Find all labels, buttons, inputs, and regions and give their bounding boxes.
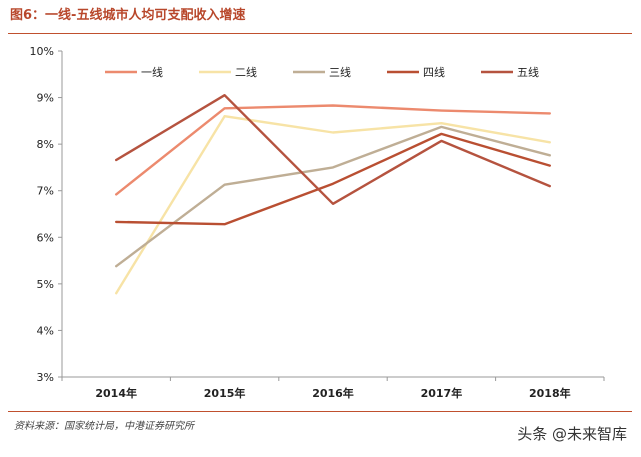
y-tick-label: 7% <box>37 185 54 198</box>
watermark: 头条 @未来智库 <box>517 425 627 443</box>
title-divider <box>8 33 632 34</box>
footer-divider <box>8 411 632 412</box>
series-line-1 <box>114 104 551 196</box>
x-tick-label: 2017年 <box>421 386 463 400</box>
y-tick-label: 6% <box>37 231 54 244</box>
y-tick-label: 4% <box>37 324 54 337</box>
legend-label: 四线 <box>423 65 445 79</box>
legend-label: 三线 <box>329 65 351 79</box>
y-tick-label: 10% <box>30 45 54 58</box>
y-tick-label: 3% <box>37 371 54 384</box>
legend-label: 五线 <box>517 65 539 79</box>
x-tick-label: 2018年 <box>529 386 571 400</box>
y-tick-label: 9% <box>37 92 54 105</box>
x-tick-label: 2015年 <box>204 386 246 400</box>
x-tick-label: 2016年 <box>312 386 354 400</box>
y-tick-label: 8% <box>37 138 54 151</box>
series-line-2 <box>114 114 551 295</box>
legend-label: 二线 <box>235 65 257 79</box>
series-line-3 <box>114 125 551 268</box>
chart-legend: 一线 二线 三线 四线 五线 <box>105 65 539 79</box>
series-line-5 <box>114 93 551 206</box>
legend-label: 一线 <box>141 65 163 79</box>
chart-title: 图6：一线-五线城市人均可支配收入增速 <box>10 8 246 23</box>
chart-series <box>114 93 551 295</box>
series-line-4 <box>114 132 551 226</box>
x-tick-label: 2014年 <box>95 386 137 400</box>
source-note: 资料来源：国家统计局，中港证券研究所 <box>14 421 194 432</box>
chart-axes: 3% 4% 5% 6% 7% 8% 9% 10% 2014年 2015年 2016年 2017年 201… <box>30 45 605 400</box>
y-tick-label: 5% <box>37 278 54 291</box>
line-chart: 3% 4% 5% 6% 7% 8% 9% 10% 2014年 2015年 2016年 2017年 201… <box>30 45 605 400</box>
